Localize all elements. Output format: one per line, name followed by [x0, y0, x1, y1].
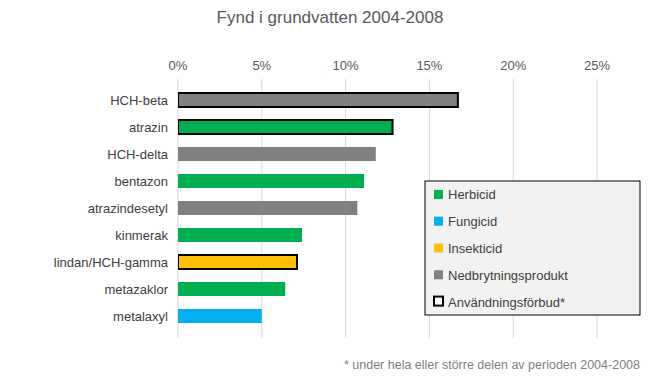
bar-outline	[178, 120, 393, 134]
bar	[178, 120, 393, 134]
category-label: atrazindesetyl	[88, 201, 168, 216]
legend-label: Användningsförbud*	[448, 295, 565, 310]
legend-label: Fungicid	[448, 214, 497, 229]
bar	[178, 174, 364, 188]
title: Fynd i grundvatten 2004-2008	[217, 8, 444, 27]
category-label: metalaxyl	[113, 309, 168, 324]
category-label: lindan/HCH-gamma	[54, 255, 169, 270]
bar	[178, 309, 262, 323]
bar	[178, 282, 285, 296]
legend-label: Herbicid	[448, 187, 496, 202]
legend-swatch	[434, 244, 443, 253]
bar	[178, 93, 458, 107]
tick-label: 0%	[169, 58, 188, 73]
bar-outline	[178, 93, 458, 107]
legend-swatch	[434, 297, 443, 306]
tick-label: 25%	[584, 58, 610, 73]
category-label: kinmerak	[115, 228, 168, 243]
category-label: HCH-delta	[107, 147, 168, 162]
category-label: atrazin	[129, 120, 168, 135]
bar-outline	[178, 255, 297, 269]
tick-label: 20%	[500, 58, 526, 73]
chart: Fynd i grundvatten 2004-2008 0% 5% 10% 15% 20…	[0, 0, 661, 379]
legend-label: Nedbrytningsprodukt	[448, 268, 568, 283]
bar	[178, 147, 376, 161]
tick-label: 5%	[252, 58, 271, 73]
bar	[178, 201, 357, 215]
legend-swatch	[434, 190, 443, 199]
legend-swatch	[434, 270, 443, 279]
tick-label: 10%	[333, 58, 359, 73]
bar	[178, 228, 302, 242]
category-label: bentazon	[115, 174, 169, 189]
tick-label: 15%	[416, 58, 442, 73]
legend-box	[425, 181, 640, 315]
legend-label: Insekticid	[448, 241, 502, 256]
bar	[178, 255, 297, 269]
annotation: * under hela eller större delen av perio…	[344, 358, 640, 372]
category-label: HCH-beta	[110, 93, 169, 108]
bars	[178, 93, 458, 323]
legend-swatch	[434, 217, 443, 226]
category-label: metazaklor	[104, 282, 168, 297]
